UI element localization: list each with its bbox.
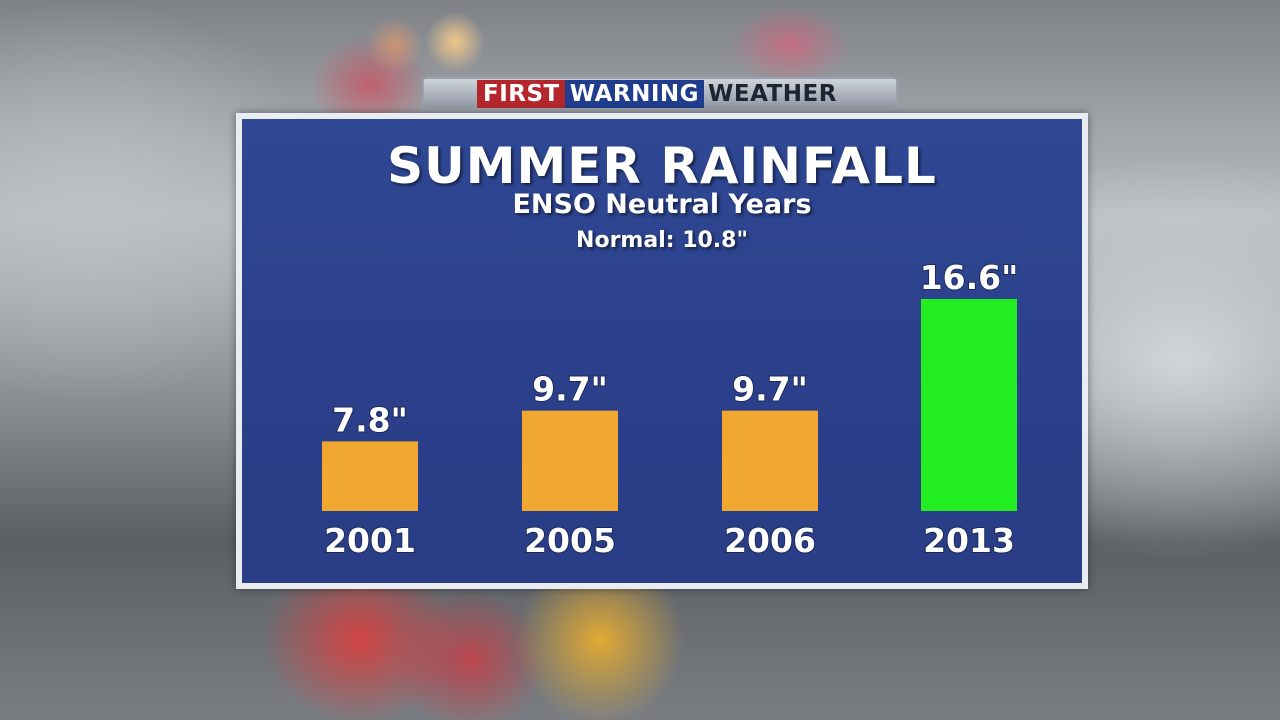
logo-word-weather: WEATHER	[708, 80, 837, 107]
value-label-2006: 9.7"	[732, 370, 808, 409]
category-label-2001: 2001	[324, 521, 416, 560]
bar-chart: 7.8" 2001 9.7" 2005 9.7" 2006 16.6" 2013	[322, 257, 1019, 561]
category-label-2005: 2005	[524, 521, 616, 560]
category-label-2006: 2006	[724, 521, 816, 560]
normal-note: Normal: 10.8"	[576, 228, 748, 253]
value-label-2001: 7.8"	[332, 400, 408, 439]
bar-2006	[722, 410, 818, 511]
chart-title: SUMMER RAINFALL	[387, 137, 937, 195]
logo-word-warning: WARNING	[564, 79, 705, 108]
value-label-2013: 16.6"	[920, 258, 1019, 297]
bar-2013	[921, 299, 1017, 511]
value-label-2005: 9.7"	[532, 370, 608, 409]
logo-word-first: FIRST	[477, 79, 565, 108]
bar-2005	[522, 410, 618, 511]
bar-2001	[322, 441, 418, 511]
category-label-2013: 2013	[923, 521, 1015, 560]
station-logo: FIRST WARNING WEATHER	[422, 77, 898, 110]
chart-panel: SUMMER RAINFALL ENSO Neutral Years Norma…	[236, 113, 1088, 589]
chart-subtitle: ENSO Neutral Years	[512, 189, 812, 220]
